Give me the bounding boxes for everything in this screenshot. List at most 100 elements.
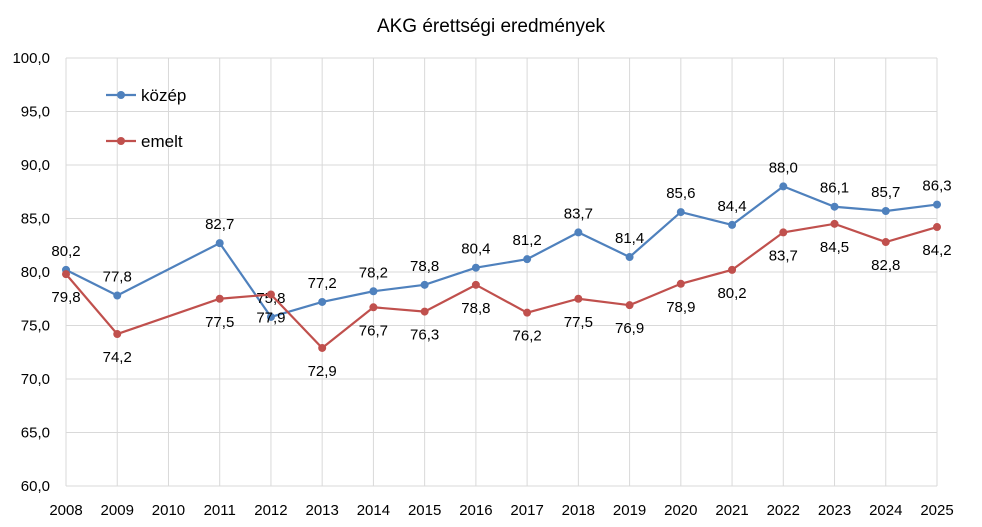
x-tick-label: 2012 bbox=[254, 502, 287, 519]
x-tick-label: 2021 bbox=[715, 502, 748, 519]
data-label: 78,8 bbox=[461, 300, 490, 317]
data-label: 82,7 bbox=[205, 216, 234, 233]
y-tick-label: 90,0 bbox=[21, 157, 50, 174]
data-point bbox=[830, 219, 839, 228]
data-point bbox=[881, 207, 890, 216]
data-label: 84,4 bbox=[717, 198, 746, 215]
data-label: 76,2 bbox=[513, 328, 542, 345]
y-tick-label: 85,0 bbox=[21, 211, 50, 228]
data-point bbox=[266, 312, 275, 321]
y-tick-label: 80,0 bbox=[21, 264, 50, 281]
data-point bbox=[625, 301, 634, 310]
data-point bbox=[420, 307, 429, 316]
data-point bbox=[113, 291, 122, 300]
y-tick-label: 100,0 bbox=[12, 50, 50, 67]
x-tick-label: 2024 bbox=[869, 502, 902, 519]
data-point bbox=[318, 297, 327, 306]
data-point bbox=[318, 343, 327, 352]
data-label: 79,8 bbox=[51, 289, 80, 306]
data-point bbox=[779, 228, 788, 237]
series-line-kozep bbox=[65, 185, 938, 319]
data-label: 83,7 bbox=[564, 205, 593, 222]
data-point bbox=[266, 290, 275, 299]
data-label: 81,4 bbox=[615, 230, 644, 247]
data-label: 77,5 bbox=[205, 314, 234, 331]
data-label: 81,2 bbox=[513, 232, 542, 249]
x-tick-label: 2010 bbox=[152, 502, 185, 519]
x-tick-label: 2019 bbox=[613, 502, 646, 519]
data-point bbox=[676, 279, 685, 288]
data-point bbox=[574, 228, 583, 237]
data-label: 78,8 bbox=[410, 258, 439, 275]
x-tick-label: 2020 bbox=[664, 502, 697, 519]
x-tick-label: 2011 bbox=[204, 502, 236, 519]
y-tick-label: 60,0 bbox=[21, 478, 50, 495]
data-point bbox=[728, 220, 737, 229]
data-point bbox=[881, 238, 890, 247]
data-point bbox=[523, 255, 532, 264]
data-point bbox=[933, 223, 941, 232]
data-point bbox=[113, 330, 122, 339]
data-point bbox=[933, 200, 941, 209]
data-point bbox=[728, 265, 737, 274]
data-label: 76,7 bbox=[359, 322, 388, 339]
series-line-emelt bbox=[65, 222, 938, 350]
legend-marker bbox=[117, 91, 125, 99]
data-label: 83,7 bbox=[769, 247, 798, 264]
data-point bbox=[62, 270, 70, 279]
data-point bbox=[574, 294, 583, 303]
data-label: 85,7 bbox=[871, 184, 900, 201]
data-label: 77,2 bbox=[308, 275, 337, 292]
x-tick-label: 2017 bbox=[510, 502, 543, 519]
x-tick-label: 2008 bbox=[49, 502, 82, 519]
data-label: 80,2 bbox=[51, 243, 80, 260]
x-tick-label: 2022 bbox=[767, 502, 800, 519]
x-tick-label: 2015 bbox=[408, 502, 441, 519]
legend-label: közép bbox=[141, 86, 186, 105]
data-point bbox=[215, 239, 224, 248]
data-label: 84,5 bbox=[820, 239, 849, 256]
x-tick-label: 2009 bbox=[101, 502, 134, 519]
data-label: 78,2 bbox=[359, 264, 388, 281]
data-label: 77,5 bbox=[564, 314, 593, 331]
data-label: 76,9 bbox=[615, 320, 644, 337]
data-point bbox=[420, 280, 429, 289]
data-label: 84,2 bbox=[922, 242, 951, 259]
data-label: 76,3 bbox=[410, 327, 439, 344]
data-label: 72,9 bbox=[308, 363, 337, 380]
data-label: 80,2 bbox=[717, 285, 746, 302]
data-label: 85,6 bbox=[666, 185, 695, 202]
data-label: 82,8 bbox=[871, 257, 900, 274]
data-label: 86,1 bbox=[820, 180, 849, 197]
x-tick-label: 2025 bbox=[920, 502, 953, 519]
chart-title: AKG érettségi eredmények bbox=[377, 16, 606, 37]
data-point bbox=[215, 294, 224, 303]
y-tick-label: 70,0 bbox=[21, 371, 50, 388]
data-label: 77,9 bbox=[256, 309, 285, 326]
data-point bbox=[369, 303, 378, 312]
data-point bbox=[369, 287, 378, 296]
data-label: 86,3 bbox=[922, 178, 951, 195]
data-label: 74,2 bbox=[103, 349, 132, 366]
data-label: 78,9 bbox=[666, 299, 695, 316]
y-tick-label: 65,0 bbox=[21, 425, 50, 442]
data-label: 80,4 bbox=[461, 241, 490, 258]
y-tick-label: 75,0 bbox=[21, 318, 50, 335]
legend-label: emelt bbox=[141, 132, 183, 151]
x-tick-label: 2014 bbox=[357, 502, 390, 519]
data-point bbox=[676, 208, 685, 217]
data-point bbox=[779, 182, 788, 191]
data-point bbox=[471, 263, 480, 272]
data-point bbox=[523, 308, 532, 317]
x-tick-label: 2016 bbox=[459, 502, 492, 519]
x-tick-label: 2013 bbox=[305, 502, 338, 519]
data-label: 77,8 bbox=[103, 269, 132, 286]
legend-marker bbox=[117, 137, 125, 145]
data-point bbox=[471, 280, 480, 289]
x-tick-label: 2023 bbox=[818, 502, 851, 519]
data-label: 88,0 bbox=[769, 159, 798, 176]
data-point bbox=[625, 253, 634, 262]
y-tick-label: 95,0 bbox=[21, 104, 50, 121]
